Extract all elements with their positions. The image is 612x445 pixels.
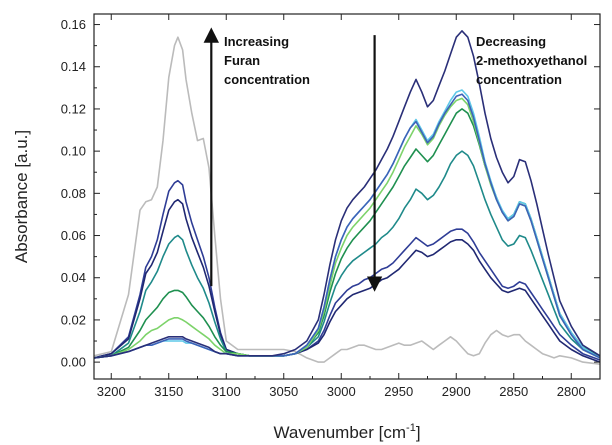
- annotation-text: Increasing Furan concentration: [224, 34, 310, 87]
- x-tick-label: 3150: [154, 384, 183, 399]
- annotation-line: Furan: [224, 53, 260, 68]
- x-tick-label: 3000: [327, 384, 356, 399]
- annotation-line: 2-methoxyethanol: [476, 53, 587, 68]
- x-tick-label: 3200: [97, 384, 126, 399]
- x-axis-ticks: 3200 3150 3100 3050 3000 2950 2900 2850 2800: [97, 14, 586, 399]
- y-tick-label: 0.10: [61, 144, 86, 159]
- plot-frame: [93, 13, 601, 380]
- y-tick-label: 0.14: [61, 59, 86, 74]
- y-tick-label: 0.08: [61, 186, 86, 201]
- y-tick-label: 0.02: [61, 312, 86, 327]
- x-axis-label-close: ]: [416, 423, 421, 442]
- y-tick-label: 0.16: [61, 17, 86, 32]
- x-tick-label: 2800: [557, 384, 586, 399]
- x-tick-label: 2850: [499, 384, 528, 399]
- series-line-1: [93, 36, 601, 365]
- x-axis-label: Wavenumber [cm-1]: [273, 422, 420, 442]
- x-tick-label: 3100: [212, 384, 241, 399]
- x-axis-label-base: Wavenumber [cm: [273, 423, 406, 442]
- series-line-8: [93, 93, 601, 359]
- series-line-9: [93, 30, 601, 359]
- series-line-4: [93, 150, 601, 359]
- x-tick-label: 2900: [442, 384, 471, 399]
- y-axis-label: Absorbance [a.u.]: [12, 130, 31, 263]
- y-tick-label: 0.04: [61, 270, 86, 285]
- y-axis-ticks: 0.00 0.02 0.04 0.06 0.08 0.10 0.12 0.14 0.16: [61, 17, 600, 370]
- annotation-line: Increasing: [224, 34, 289, 49]
- y-tick-label: 0.12: [61, 101, 86, 116]
- series-line-5: [93, 108, 601, 359]
- y-tick-label: 0.06: [61, 228, 86, 243]
- annotation-line: Decreasing: [476, 34, 546, 49]
- y-tick-label: 0.00: [61, 355, 86, 370]
- annotation-line: concentration: [476, 72, 562, 87]
- x-tick-label: 3050: [269, 384, 298, 399]
- annotation-layer: Increasing Furan concentration Decreasing 2-…: [203, 27, 587, 292]
- x-axis-label-sup: -1: [406, 422, 416, 434]
- series-layer: [93, 30, 601, 365]
- series-line-7: [93, 89, 601, 359]
- annotation-text: Decreasing 2-methoxyethanol concentration: [476, 34, 587, 87]
- series-line-3: [93, 198, 601, 363]
- annotation-line: concentration: [224, 72, 310, 87]
- x-tick-label: 2950: [384, 384, 413, 399]
